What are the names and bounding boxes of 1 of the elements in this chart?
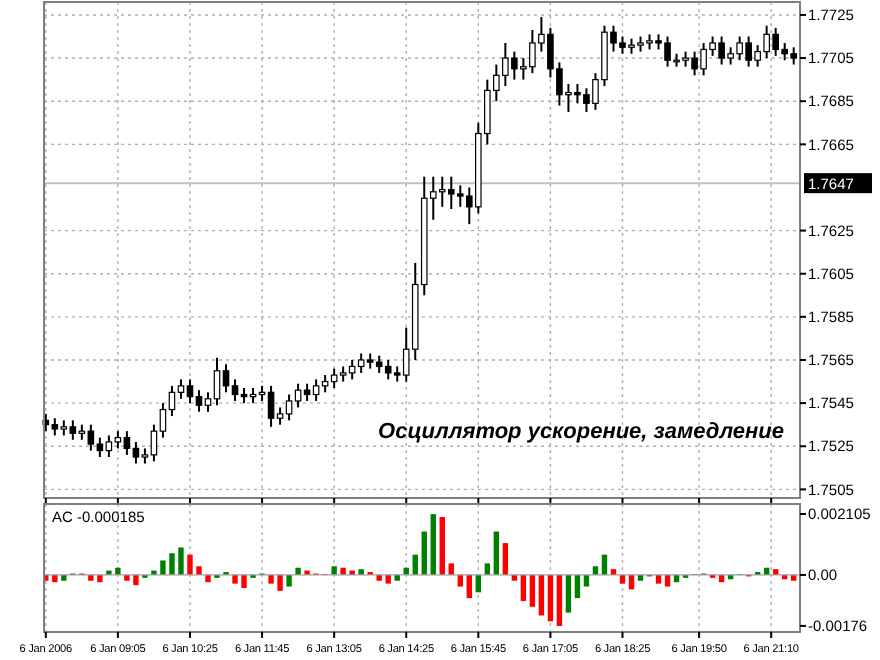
annotation: Осциллятор ускорение, замедление — [378, 420, 784, 444]
